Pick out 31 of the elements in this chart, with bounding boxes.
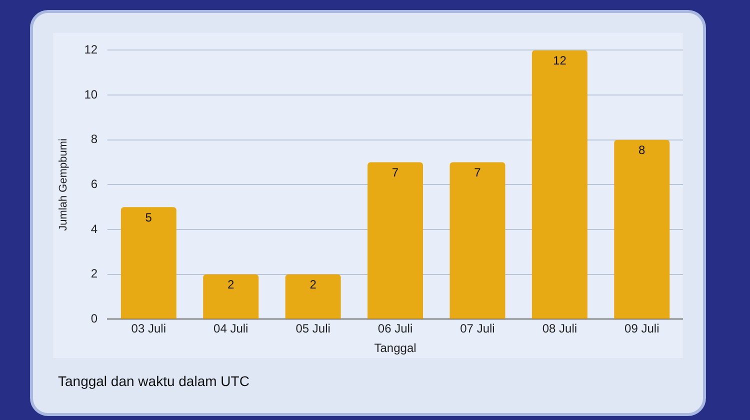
data-label: 12 bbox=[553, 54, 567, 68]
data-label: 2 bbox=[310, 278, 317, 292]
text: Tanggal dan waktu dalam UTC bbox=[58, 373, 250, 389]
x-tick-label: 06 Juli bbox=[378, 322, 413, 336]
x-axis-title: Tanggal bbox=[374, 341, 416, 356]
data-label: 5 bbox=[145, 210, 152, 224]
x-tick-label: 07 Juli bbox=[460, 322, 495, 336]
x-tick-label: 04 Juli bbox=[214, 322, 248, 336]
y-tick-label: 10 bbox=[84, 87, 98, 102]
data-label: 2 bbox=[228, 278, 235, 292]
x-tick-label: 08 Juli bbox=[542, 322, 578, 336]
x-tick-label: 03 Juli bbox=[131, 322, 166, 336]
data-label: 7 bbox=[474, 166, 482, 180]
bar bbox=[450, 162, 506, 319]
bar bbox=[614, 140, 670, 319]
bar bbox=[285, 274, 341, 319]
y-tick-label: 0 bbox=[90, 312, 98, 326]
y-tick-label: 8 bbox=[90, 132, 98, 146]
data-label: 8 bbox=[638, 143, 646, 158]
y-tick-label: 12 bbox=[84, 42, 98, 57]
y-tick-label: 6 bbox=[90, 177, 98, 192]
bar bbox=[120, 207, 176, 319]
x-tick-label: 05 Juli bbox=[296, 322, 330, 336]
bar bbox=[532, 50, 588, 319]
bar bbox=[368, 162, 424, 319]
data-label: 7 bbox=[392, 166, 399, 180]
y-tick-label: 4 bbox=[90, 222, 98, 236]
y-axis-title: Jumlah Gempbumi bbox=[58, 138, 70, 231]
x-tick-label: 09 Juli bbox=[624, 322, 660, 336]
bar bbox=[203, 274, 259, 319]
y-tick-label: 2 bbox=[90, 266, 98, 281]
